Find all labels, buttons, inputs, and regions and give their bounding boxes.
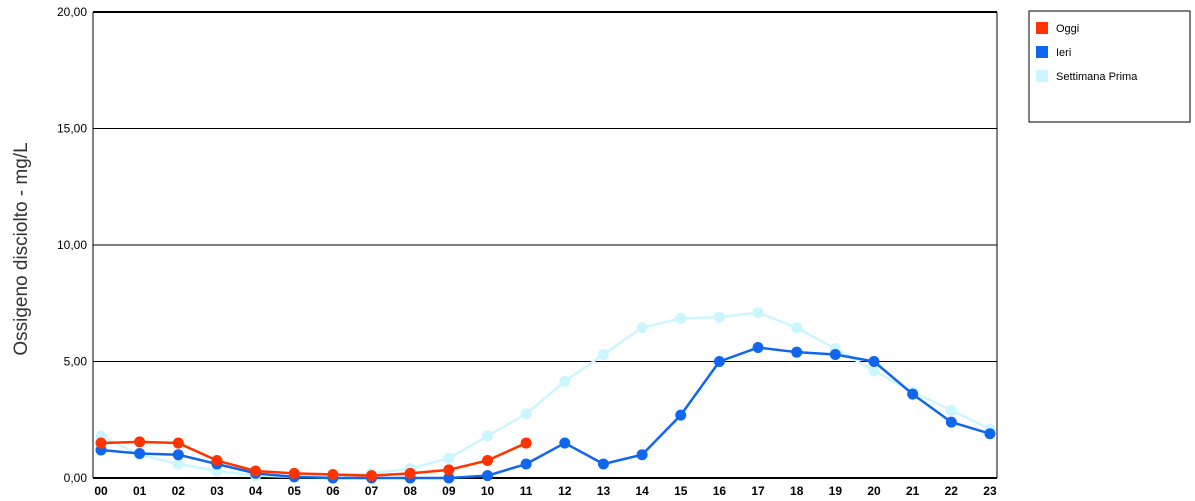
series-line — [100, 311, 991, 479]
data-point — [443, 464, 455, 476]
x-tick-label: 09 — [442, 484, 456, 498]
y-tick-label: 0,00 — [64, 471, 88, 485]
x-tick-label: 19 — [829, 484, 843, 498]
x-tick-label: 00 — [94, 484, 108, 498]
data-point — [211, 455, 223, 467]
x-tick-label: 02 — [172, 484, 186, 498]
data-point — [559, 437, 571, 449]
data-point — [636, 322, 648, 334]
data-point — [443, 452, 455, 464]
x-tick-label: 13 — [597, 484, 611, 498]
y-tick-label: 5,00 — [64, 355, 88, 369]
x-tick-label: 10 — [481, 484, 495, 498]
data-point — [520, 458, 532, 470]
data-point — [482, 455, 493, 467]
legend-box — [1028, 10, 1191, 123]
data-point — [829, 349, 841, 361]
legend-entry: Settimana Prima — [1056, 71, 1138, 83]
x-tick-label: 15 — [674, 484, 688, 498]
data-point — [752, 342, 764, 354]
data-point — [945, 416, 957, 428]
gridlines — [92, 11, 998, 479]
data-point — [250, 465, 262, 477]
x-tick-label: 07 — [365, 484, 379, 498]
y-tick-label: 10,00 — [57, 238, 87, 252]
x-tick-label: 05 — [288, 484, 302, 498]
data-point — [713, 311, 725, 323]
data-point — [868, 365, 880, 377]
series-group — [95, 307, 996, 484]
y-tick-labels: 0,00 5,00 10,00 15,00 20,00 — [57, 5, 87, 485]
legend-swatch — [1036, 22, 1048, 34]
legend-entry: Oggi — [1056, 23, 1079, 35]
x-tick-label: 04 — [249, 484, 263, 498]
data-point — [713, 356, 725, 367]
data-point — [482, 470, 493, 482]
x-tick-label: 11 — [520, 484, 533, 498]
data-point — [366, 470, 378, 482]
data-point — [791, 322, 803, 334]
series-oggi — [95, 436, 532, 482]
data-point — [868, 356, 880, 367]
y-axis-label: Ossigeno disciolto - mg/L — [11, 142, 32, 355]
data-point — [134, 448, 146, 460]
legend-entry: Ieri — [1056, 47, 1071, 59]
x-tick-labels: 00 01 02 03 04 05 06 07 08 09 10 11 12 13 14 15 16 17 18 19… — [94, 484, 997, 498]
x-tick-label: 08 — [404, 484, 418, 498]
series-line — [100, 346, 991, 480]
data-point — [172, 458, 184, 470]
data-point — [559, 375, 571, 387]
legend-swatch — [1036, 46, 1048, 58]
series-settimana-prima — [95, 307, 996, 483]
x-tick-label: 20 — [867, 484, 881, 498]
data-point — [907, 388, 919, 400]
x-tick-label: 21 — [906, 484, 920, 498]
legend-swatch — [1036, 70, 1048, 82]
data-point — [134, 436, 146, 448]
x-tick-label: 18 — [790, 484, 804, 498]
x-tick-label: 22 — [945, 484, 959, 498]
x-tick-label: 03 — [210, 484, 224, 498]
data-point — [597, 458, 609, 470]
y-tick-label: 15,00 — [57, 122, 87, 136]
data-point — [945, 404, 957, 416]
data-point — [95, 437, 107, 449]
data-point — [327, 469, 339, 481]
data-point — [520, 437, 532, 449]
data-point — [636, 449, 648, 461]
x-tick-label: 17 — [751, 484, 765, 498]
x-tick-label: 01 — [133, 484, 147, 498]
data-point — [288, 467, 300, 479]
data-point — [752, 307, 764, 319]
data-point — [597, 349, 609, 361]
data-point — [172, 449, 184, 461]
data-point — [984, 428, 996, 440]
x-tick-label: 14 — [635, 484, 649, 498]
data-point — [482, 430, 493, 442]
x-tick-label: 16 — [713, 484, 727, 498]
y-tick-label: 20,00 — [57, 5, 87, 19]
data-point — [172, 437, 184, 449]
series-line — [100, 440, 527, 477]
data-point — [791, 346, 803, 358]
x-tick-label: 23 — [983, 484, 997, 498]
data-point — [443, 472, 455, 484]
legend: Oggi Ieri Settimana Prima — [1028, 10, 1191, 123]
data-point — [404, 467, 416, 479]
x-tick-label: 06 — [326, 484, 340, 498]
data-point — [675, 312, 687, 324]
data-point — [675, 409, 687, 421]
x-tick-label: 12 — [558, 484, 572, 498]
data-point — [520, 408, 532, 420]
